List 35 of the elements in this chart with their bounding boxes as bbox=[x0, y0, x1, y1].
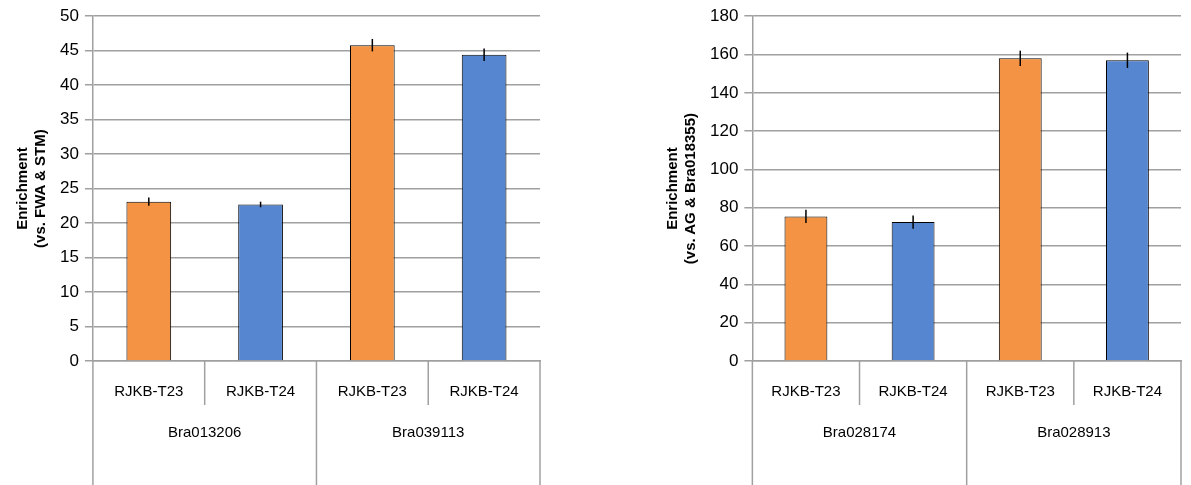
y-axis-title: Enrichment (vs. FWA & STM) bbox=[13, 129, 49, 248]
x-tick-label: RJKB-T24 bbox=[449, 382, 519, 400]
y-tick-label: 25 bbox=[59, 178, 79, 198]
x-tick-label: RJKB-T24 bbox=[1092, 382, 1163, 400]
x-tick-label: RJKB-T23 bbox=[337, 382, 407, 400]
y-tick-label: 10 bbox=[59, 281, 79, 301]
y-tick-label: 140 bbox=[709, 82, 739, 102]
text: Bra013206 bbox=[167, 423, 242, 441]
y-tick-label: 35 bbox=[59, 109, 79, 129]
text: Bra039113 bbox=[392, 423, 465, 441]
y-tick-label: 160 bbox=[709, 44, 739, 64]
y-tick-label: 0 bbox=[728, 350, 739, 370]
y-tick-label: 5 bbox=[69, 316, 79, 336]
text: Bra028913 bbox=[1037, 423, 1111, 441]
y-tick-label: 50 bbox=[59, 5, 79, 25]
x-tick-label: RJKB-T23 bbox=[771, 382, 841, 400]
y-tick-label: 0 bbox=[69, 350, 79, 370]
y-tick-label: 30 bbox=[59, 143, 79, 163]
y-tick-label: 120 bbox=[709, 120, 739, 140]
y-tick-label: 100 bbox=[709, 159, 739, 179]
x-tick-label: RJKB-T24 bbox=[225, 382, 296, 400]
y-tick-label: 40 bbox=[59, 74, 79, 94]
y-tick-label: 40 bbox=[719, 274, 739, 294]
x-tick-label: RJKB-T23 bbox=[985, 382, 1055, 400]
y-axis-title: Enrichment (vs. AG & Bra018355) bbox=[663, 113, 699, 265]
text: Bra028174 bbox=[822, 423, 897, 441]
x-tick-label: RJKB-T24 bbox=[878, 382, 948, 400]
y-tick-label: 20 bbox=[59, 212, 79, 232]
y-tick-label: 180 bbox=[709, 5, 739, 25]
y-tick-label: 60 bbox=[719, 235, 739, 255]
x-tick-label: RJKB-T23 bbox=[114, 382, 184, 400]
y-tick-label: 80 bbox=[719, 197, 739, 217]
y-tick-label: 45 bbox=[59, 40, 79, 60]
y-tick-label: 15 bbox=[59, 247, 79, 267]
y-tick-label: 20 bbox=[719, 312, 739, 332]
